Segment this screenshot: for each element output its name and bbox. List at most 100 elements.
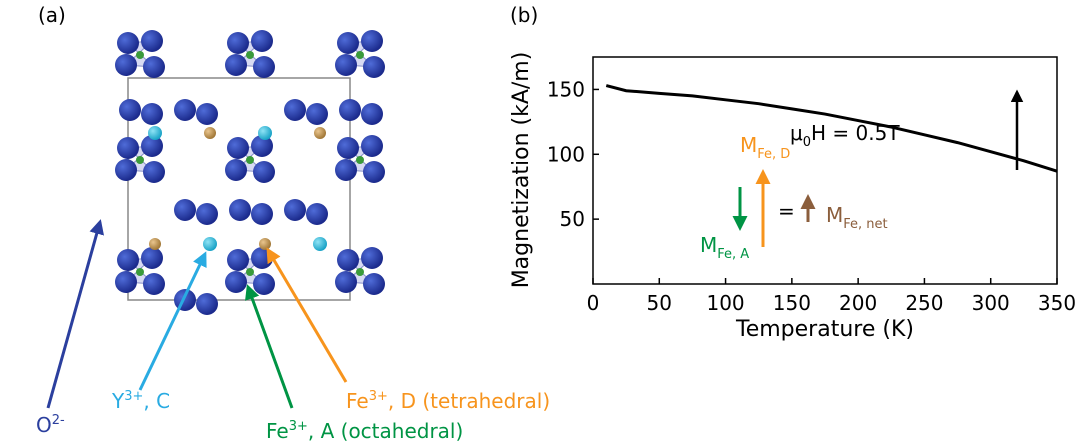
- atom: [117, 249, 139, 271]
- atom: [361, 247, 383, 269]
- text: M: [826, 203, 843, 227]
- atom: [174, 199, 196, 221]
- atom: [196, 293, 218, 315]
- arrow: [266, 247, 348, 383]
- atom: [174, 99, 196, 121]
- atom: [259, 238, 271, 250]
- x-axis-label: Temperature (K): [735, 317, 914, 342]
- text: O: [36, 413, 52, 437]
- arrow: [138, 251, 207, 391]
- atom: [361, 30, 383, 52]
- x-tick-label: 300: [972, 291, 1010, 315]
- plot-frame: [592, 56, 1058, 285]
- panel-label: (a): [38, 3, 66, 27]
- atom: [203, 237, 217, 251]
- atom: [141, 135, 163, 157]
- atom: [335, 159, 357, 181]
- annotation: MFe, D: [740, 133, 790, 162]
- atom: [204, 127, 216, 139]
- atom: [306, 203, 328, 225]
- atom: [313, 237, 327, 251]
- atom: [141, 247, 163, 269]
- atom: [141, 30, 163, 52]
- atom: [229, 199, 251, 221]
- label: O2-: [36, 413, 65, 437]
- atom: [227, 32, 249, 54]
- panel-label: (b): [510, 3, 538, 27]
- atom: [143, 56, 165, 78]
- unit-cell: [127, 77, 351, 301]
- atom: [246, 268, 254, 276]
- atom: [143, 273, 165, 295]
- y-tick-label: 150: [547, 77, 585, 101]
- atom: [314, 127, 326, 139]
- subscript: 0: [803, 135, 811, 150]
- atom: [251, 203, 273, 225]
- superscript: 3+: [289, 419, 308, 434]
- text: Fe: [266, 419, 289, 443]
- arrow: [245, 284, 294, 409]
- atom: [253, 161, 275, 183]
- annotation: MFe, net: [826, 203, 888, 232]
- atom: [258, 126, 272, 140]
- y-tick-label: 100: [547, 142, 585, 166]
- x-tick-label: 350: [1038, 291, 1076, 315]
- atom: [225, 271, 247, 293]
- atom: [174, 289, 196, 311]
- annotation: MFe, A: [700, 233, 749, 262]
- atom: [246, 51, 254, 59]
- atom: [356, 268, 364, 276]
- atom: [225, 159, 247, 181]
- atom: [251, 30, 273, 52]
- text: , A (octahedral): [308, 419, 463, 443]
- atom: [361, 135, 383, 157]
- atom: [227, 137, 249, 159]
- atom: [337, 32, 359, 54]
- atom: [148, 126, 162, 140]
- atom: [196, 103, 218, 125]
- atom: [335, 54, 357, 76]
- superscript: 3+: [124, 389, 143, 404]
- label: Fe3+, A (octahedral): [266, 419, 463, 443]
- atom: [143, 161, 165, 183]
- atom: [136, 51, 144, 59]
- text: Y: [111, 389, 125, 413]
- y-tick-label: 50: [560, 207, 585, 231]
- annotation: =: [778, 199, 795, 223]
- superscript: 3+: [369, 389, 388, 404]
- atom: [253, 273, 275, 295]
- atom: [339, 99, 361, 121]
- atom: [251, 135, 273, 157]
- subscript: Fe, net: [843, 217, 887, 232]
- data-line: [605, 84, 1058, 173]
- arrow: [46, 219, 104, 409]
- atom: [246, 156, 254, 164]
- atom: [115, 159, 137, 181]
- x-tick-label: 150: [773, 291, 811, 315]
- atom: [149, 238, 161, 250]
- x-tick-label: 50: [647, 291, 672, 315]
- subscript: Fe, D: [757, 147, 790, 162]
- label: Fe3+, D (tetrahedral): [346, 389, 550, 413]
- text: μ: [790, 121, 803, 145]
- atom: [284, 99, 306, 121]
- atom: [141, 103, 163, 125]
- atom: [356, 156, 364, 164]
- x-tick-label: 250: [905, 291, 943, 315]
- atom: [363, 273, 385, 295]
- atom: [196, 203, 218, 225]
- atom: [119, 99, 141, 121]
- text: H = 0.5T: [811, 121, 900, 145]
- atom: [337, 249, 359, 271]
- crystal-structure: [115, 30, 385, 315]
- x-tick-label: 200: [839, 291, 877, 315]
- atom: [356, 51, 364, 59]
- text: , D (tetrahedral): [388, 389, 550, 413]
- text: M: [740, 133, 757, 157]
- atom: [227, 249, 249, 271]
- atom: [337, 137, 359, 159]
- text: Fe: [346, 389, 369, 413]
- label: Y3+, C: [111, 389, 170, 413]
